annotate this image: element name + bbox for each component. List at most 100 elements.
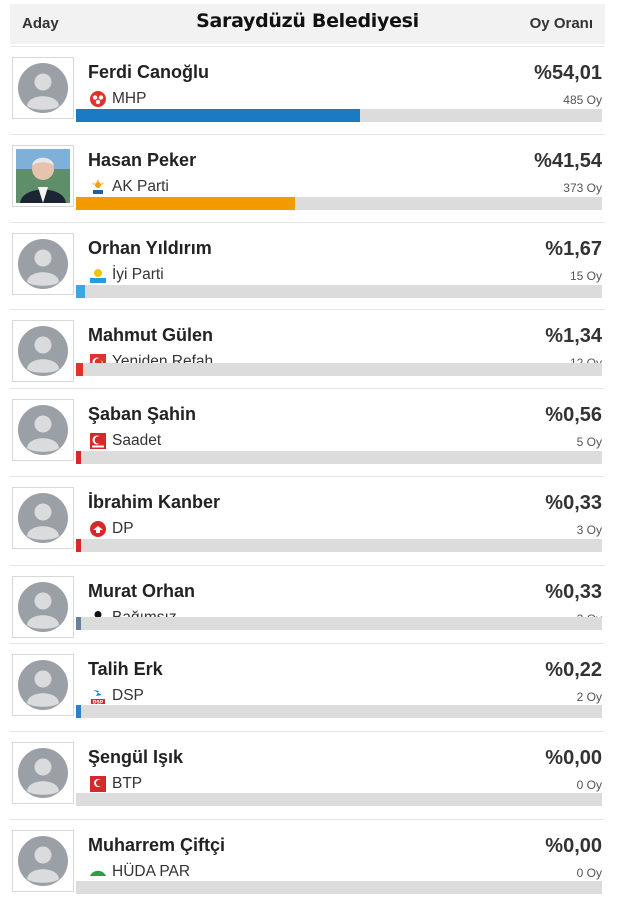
- candidate-row: Şaban Şahin Saadet %0,56 5 Oy: [10, 388, 605, 477]
- candidate-photo: [12, 145, 74, 207]
- party-label: DP: [112, 520, 134, 537]
- party-label: MHP: [112, 90, 147, 107]
- candidate-name: Orhan Yıldırım: [88, 238, 212, 258]
- avatar-placeholder-icon: [18, 660, 68, 710]
- vote-count: 0 Oy: [576, 778, 602, 792]
- vote-share-bar: [76, 363, 602, 376]
- party-label: Saadet: [112, 432, 162, 449]
- candidate-name: Muharrem Çiftçi: [88, 835, 226, 855]
- candidate-party: DP: [90, 520, 134, 538]
- svg-text:DSP: DSP: [93, 699, 104, 704]
- avatar-placeholder-icon: [18, 63, 68, 113]
- vote-share-bar: [76, 451, 602, 464]
- party-label: DSP: [112, 687, 144, 704]
- vote-share-bar-fill: [76, 197, 295, 210]
- vote-count: 373 Oy: [563, 181, 602, 195]
- candidate-photo: [12, 830, 74, 892]
- avatar-placeholder-icon: [18, 836, 68, 886]
- candidate-party: Saadet: [90, 432, 161, 450]
- mhp-logo-icon: [90, 91, 106, 107]
- candidate-portrait: [16, 149, 70, 203]
- iyi-logo-icon: [90, 267, 106, 283]
- vote-share-bar-fill: [76, 109, 360, 122]
- akp-logo-icon: [90, 179, 106, 195]
- candidate-row: Orhan Yıldırım İyi Parti %1,67 15 Oy: [10, 222, 605, 310]
- hudapar-logo-icon: [90, 864, 106, 880]
- candidate-photo: [12, 654, 74, 716]
- candidate-photo: [12, 576, 74, 638]
- vote-percentage: %0,00: [545, 747, 602, 769]
- candidate-party: AK Parti: [90, 178, 169, 196]
- candidate-photo: [12, 487, 74, 549]
- vote-percentage: %0,33: [545, 492, 602, 514]
- vote-count: 2 Oy: [576, 690, 602, 704]
- vote-percentage: %0,56: [545, 404, 602, 426]
- candidate-column-header: Aday: [22, 15, 59, 32]
- vote-percentage: %41,54: [534, 150, 602, 172]
- avatar-placeholder-icon: [18, 239, 68, 289]
- vote-share-bar: [76, 109, 602, 122]
- candidate-name: Hasan Peker: [88, 150, 197, 170]
- candidate-row: Ferdi Canoğlu MHP %54,01 485 Oy: [10, 46, 605, 135]
- vote-count: 0 Oy: [576, 866, 602, 880]
- candidate-party: MHP: [90, 90, 146, 108]
- candidate-name: Mahmut Gülen: [88, 325, 213, 345]
- vote-percentage: %0,22: [545, 659, 602, 681]
- candidate-name: Ferdi Canoğlu: [88, 62, 209, 82]
- avatar-placeholder-icon: [18, 405, 68, 455]
- candidate-row: Talih Erk DSP DSP %0,22 2 Oy: [10, 643, 605, 732]
- vote-share-bar: [76, 197, 602, 210]
- candidate-photo: [12, 320, 74, 382]
- candidate-party: HÜDA PAR: [90, 863, 190, 881]
- dsp-logo-icon: DSP: [90, 688, 106, 705]
- dp-logo-icon: [90, 521, 106, 537]
- vote-count: 15 Oy: [569, 269, 602, 283]
- vote-share-bar: [76, 793, 602, 806]
- candidate-name: İbrahim Kanber: [88, 492, 221, 512]
- candidate-photo: [12, 57, 74, 119]
- candidate-row: Muharrem Çiftçi HÜDA PAR %0,00 0 Oy: [10, 819, 605, 908]
- vote-count: 3 Oy: [576, 523, 602, 537]
- candidate-name: Şengül Işık: [88, 747, 184, 767]
- vote-share-bar: [76, 705, 602, 718]
- vote-count: 5 Oy: [576, 435, 602, 449]
- page-title: Saraydüzü Belediyesi: [196, 10, 419, 32]
- party-label: AK Parti: [112, 178, 169, 195]
- vote-share-bar: [76, 881, 602, 894]
- avatar-placeholder-icon: [18, 326, 68, 376]
- party-label: BTP: [112, 775, 143, 792]
- candidate-name: Talih Erk: [88, 659, 163, 679]
- candidate-row: Şengül Işık BTP %0,00 0 Oy: [10, 731, 605, 820]
- vote-percentage: %1,67: [545, 238, 602, 260]
- vote-share-bar: [76, 539, 602, 552]
- vote-share-bar-fill: [76, 617, 81, 630]
- btp-logo-icon: [90, 776, 106, 792]
- candidate-row: Hasan Peker AK Parti %41,54 373 Oy: [10, 134, 605, 223]
- candidate-name: Şaban Şahin: [88, 404, 197, 424]
- candidate-row: Murat OrhanBağımsız%0,333 Oy: [10, 565, 605, 644]
- candidate-photo: [12, 742, 74, 804]
- vote-share-bar-fill: [76, 285, 85, 298]
- candidate-row: İbrahim Kanber DP %0,33 3 Oy: [10, 476, 605, 566]
- vote-percentage: %54,01: [534, 62, 602, 84]
- candidate-party: İyi Parti: [90, 266, 164, 284]
- candidate-photo: [12, 233, 74, 295]
- vote-share-bar: [76, 617, 602, 630]
- results-header: Aday Saraydüzü Belediyesi Oy Oranı: [10, 4, 605, 44]
- vote-share-bar: [76, 285, 602, 298]
- candidate-name: Murat Orhan: [88, 581, 196, 601]
- vote-share-bar-fill: [76, 451, 81, 464]
- candidate-party: DSP DSP: [90, 687, 144, 705]
- saadet-logo-icon: [90, 433, 106, 449]
- avatar-placeholder-icon: [18, 748, 68, 798]
- vote-count: 485 Oy: [563, 93, 602, 107]
- avatar-placeholder-icon: [18, 582, 68, 632]
- vote-share-bar-fill: [76, 539, 81, 552]
- vote-percentage: %1,34: [545, 325, 602, 347]
- party-label: HÜDA PAR: [112, 863, 191, 880]
- candidate-party: BTP: [90, 775, 142, 793]
- avatar-placeholder-icon: [18, 493, 68, 543]
- vote-percentage: %0,00: [545, 835, 602, 857]
- vote-percentage: %0,33: [545, 581, 602, 603]
